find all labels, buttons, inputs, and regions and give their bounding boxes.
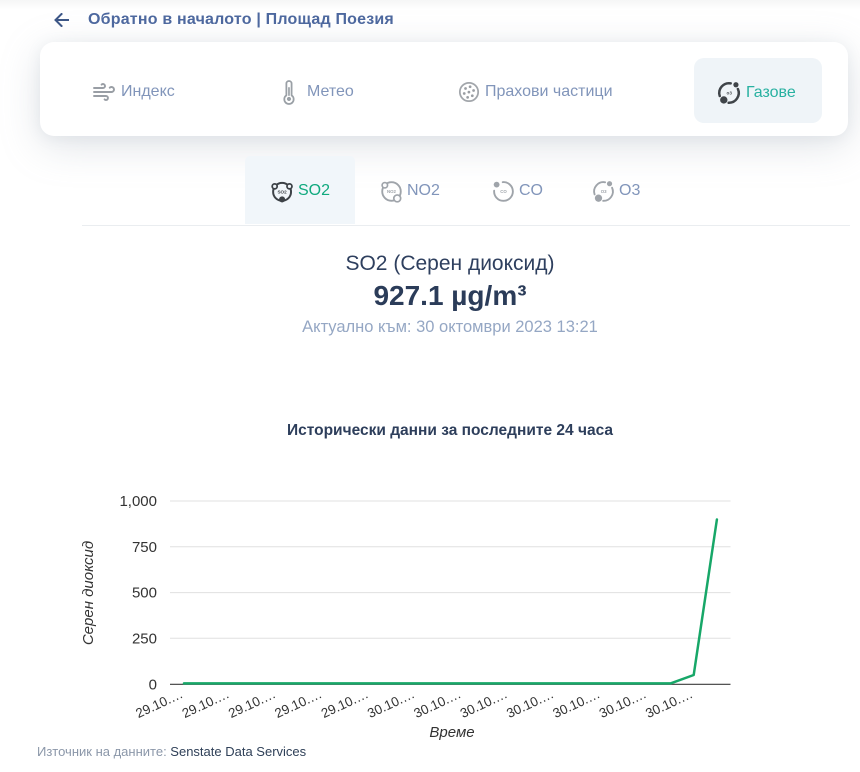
svg-text:29.10.…: 29.10.…	[272, 686, 324, 721]
svg-text:1,000: 1,000	[119, 493, 157, 510]
svg-text:0: 0	[149, 676, 157, 693]
svg-text:30.10.…: 30.10.…	[550, 686, 602, 721]
svg-text:30.10.…: 30.10.…	[504, 686, 556, 721]
svg-text:29.10.…: 29.10.…	[180, 686, 232, 721]
svg-text:O3: O3	[601, 189, 607, 194]
svg-text:30.10.…: 30.10.…	[597, 686, 649, 721]
svg-text:750: 750	[132, 539, 157, 556]
svg-text:SO2: SO2	[277, 189, 287, 194]
svg-text:Серен диоксид: Серен диоксид	[80, 541, 97, 645]
svg-text:30.10.…: 30.10.…	[458, 686, 510, 721]
svg-text:29.10.…: 29.10.…	[319, 686, 371, 721]
svg-text:30.10.…: 30.10.…	[411, 686, 463, 721]
svg-text:250: 250	[132, 630, 157, 647]
svg-text:500: 500	[132, 585, 157, 602]
svg-text:29.10.…: 29.10.…	[133, 686, 185, 721]
svg-text:Време: Време	[429, 724, 474, 741]
svg-text:o3: o3	[727, 90, 733, 95]
svg-text:NO2: NO2	[387, 189, 397, 194]
svg-text:30.10.…: 30.10.…	[643, 686, 695, 721]
svg-text:CO: CO	[500, 189, 507, 194]
svg-text:30.10.…: 30.10.…	[365, 686, 417, 721]
svg-text:29.10.…: 29.10.…	[226, 686, 278, 721]
